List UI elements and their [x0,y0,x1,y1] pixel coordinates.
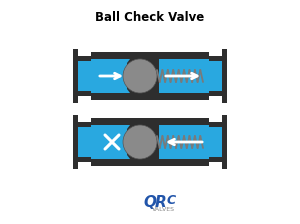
Bar [77,61,91,91]
Bar [222,115,227,169]
Bar [159,125,209,159]
Bar [73,49,78,103]
Bar [209,56,223,96]
Bar [91,52,209,100]
Circle shape [123,59,157,93]
Bar [77,127,91,157]
Bar [209,122,223,162]
Bar [73,115,78,169]
Polygon shape [127,59,130,93]
Text: Q: Q [143,194,157,209]
Bar [77,122,91,162]
Circle shape [123,125,157,159]
Bar [209,61,223,91]
Bar [91,118,209,166]
Bar [222,49,227,103]
Text: C: C [167,194,176,207]
Text: VALVES: VALVES [152,207,175,211]
Bar [209,127,223,157]
Bar [91,59,130,93]
Bar [77,56,91,96]
Bar [159,59,209,93]
Text: R: R [155,194,167,209]
Text: Ball Check Valve: Ball Check Valve [95,11,205,24]
Polygon shape [127,125,130,159]
Bar [91,125,130,159]
